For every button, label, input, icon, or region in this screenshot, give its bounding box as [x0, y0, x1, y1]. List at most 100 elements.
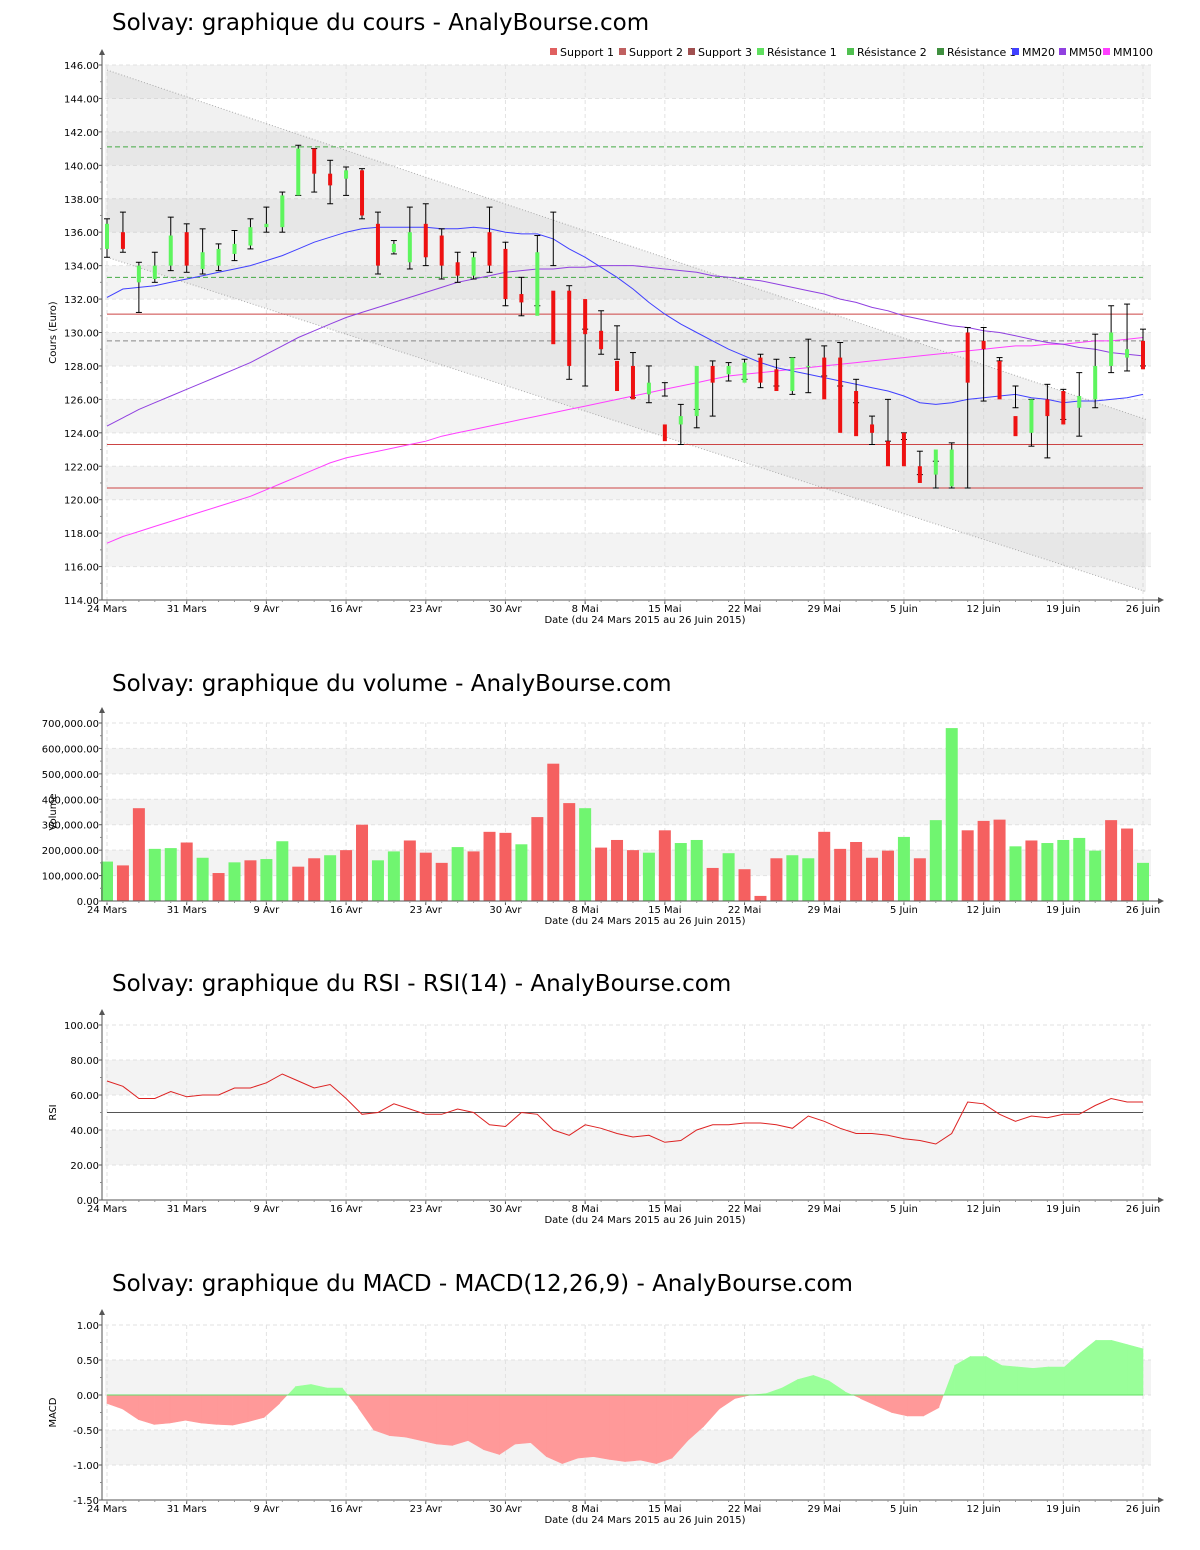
volume-bar	[1041, 843, 1054, 901]
x-tick-label: 19 Juin	[1046, 604, 1080, 615]
volume-bar	[260, 859, 273, 901]
x-tick-label: 23 Avr	[410, 604, 443, 615]
volume-bar	[1137, 862, 1149, 901]
legend-label: Résistance 3	[947, 46, 1017, 59]
y-tick-label: 116.00	[64, 563, 99, 574]
macd-negative-area	[860, 1394, 877, 1406]
candle	[870, 424, 875, 433]
volume-bar	[244, 860, 257, 901]
candle	[120, 232, 125, 249]
grid-band	[105, 198, 1151, 233]
x-tick-label: 26 Juin	[1126, 1204, 1160, 1215]
x-tick-label: 26 Juin	[1126, 905, 1160, 916]
x-tick-label: 5 Juin	[890, 604, 918, 615]
x-tick-label: 12 Juin	[966, 905, 1000, 916]
y-tick-label: 138.00	[64, 195, 99, 206]
grid-band	[105, 332, 1151, 366]
legend-swatch	[619, 48, 626, 55]
x-tick-label: 31 Mars	[167, 1204, 207, 1215]
macd-negative-area	[593, 1394, 610, 1460]
y-tick-label: 600,000.00	[42, 744, 99, 755]
volume-bar	[690, 839, 703, 901]
macd-positive-area	[1079, 1339, 1097, 1396]
macd-negative-area	[546, 1394, 563, 1465]
candle	[105, 223, 109, 249]
candle	[503, 248, 508, 300]
y-tick-label: 0.00	[77, 897, 99, 908]
x-tick-label: 29 Mai	[808, 905, 841, 916]
volume-bar	[881, 850, 894, 901]
volume-bar	[611, 839, 624, 901]
x-tick-label: 23 Avr	[410, 1204, 443, 1215]
grid-band	[105, 748, 1151, 774]
legend-label: Support 3	[698, 46, 752, 59]
x-tick-label: 16 Avr	[330, 1204, 363, 1215]
candle	[375, 223, 380, 266]
candle	[296, 148, 301, 196]
volume-bar	[993, 819, 1006, 901]
macd-negative-area	[561, 1394, 579, 1465]
volume-bar	[180, 842, 193, 901]
candle	[933, 449, 938, 475]
y-tick-label: 142.00	[64, 128, 99, 139]
macd-negative-area	[514, 1394, 532, 1445]
y-axis-label: Volume	[48, 793, 59, 830]
y-tick-label: 20.00	[70, 1161, 99, 1172]
macd-negative-area	[852, 1395, 861, 1399]
macd-chart-panel: Solvay: graphique du MACD - MACD(12,26,9…	[0, 1260, 1200, 1550]
macd-negative-area	[153, 1394, 171, 1425]
legend-swatch	[1059, 48, 1066, 55]
x-tick-label: 15 Mai	[648, 1204, 681, 1215]
candle	[678, 416, 683, 425]
grid-band	[105, 1130, 1151, 1165]
volume-bar	[196, 857, 209, 901]
volume-bar	[340, 850, 353, 901]
macd-positive-area	[1032, 1366, 1050, 1396]
grid-band	[105, 265, 1151, 300]
x-tick-label: 19 Juin	[1046, 1504, 1080, 1515]
macd-negative-area	[373, 1394, 390, 1437]
macd-negative-area	[938, 1395, 944, 1408]
macd-positive-area	[1064, 1352, 1081, 1396]
x-tick-label: 30 Avr	[489, 1204, 522, 1215]
macd-positive-area	[970, 1356, 987, 1396]
x-axis-label: Date (du 24 Mars 2015 au 26 Juin 2015)	[544, 615, 745, 626]
candle	[646, 382, 651, 395]
macd-negative-area	[875, 1394, 893, 1413]
y-axis-label: RSI	[48, 1104, 59, 1120]
y-axis-arrow	[99, 707, 105, 713]
macd-negative-area	[718, 1394, 736, 1410]
volume-bar	[371, 860, 384, 901]
volume-bar	[961, 830, 974, 901]
volume-bar	[674, 843, 687, 901]
x-tick-label: 8 Mai	[572, 1204, 599, 1215]
candle	[997, 360, 1002, 400]
grid-band	[105, 399, 1151, 433]
x-tick-label: 22 Mai	[728, 905, 761, 916]
y-axis-arrow	[99, 49, 105, 55]
legend-label: Support 2	[629, 46, 683, 59]
macd-chart-title: Solvay: graphique du MACD - MACD(12,26,9…	[112, 1271, 853, 1297]
volume-bar	[802, 858, 815, 901]
x-tick-label: 16 Avr	[330, 604, 363, 615]
volume-bar	[132, 808, 145, 901]
x-tick-label: 5 Juin	[890, 1504, 918, 1515]
macd-negative-area	[907, 1394, 924, 1417]
x-tick-label: 19 Juin	[1046, 1204, 1080, 1215]
y-tick-label: 114.00	[64, 596, 99, 607]
volume-bar	[531, 817, 544, 901]
candle	[806, 365, 811, 368]
volume-bar	[770, 858, 783, 901]
candle	[248, 227, 253, 246]
y-tick-label: 146.00	[64, 61, 99, 72]
x-tick-label: 8 Mai	[572, 604, 599, 615]
candle	[885, 441, 890, 467]
y-tick-label: 100,000.00	[42, 872, 99, 883]
candle	[344, 170, 349, 179]
x-tick-label: 26 Juin	[1126, 1504, 1160, 1515]
grid-band	[105, 799, 1151, 825]
volume-bar	[1025, 840, 1038, 901]
candle	[328, 173, 333, 186]
candle	[790, 357, 795, 392]
candle	[965, 332, 970, 383]
